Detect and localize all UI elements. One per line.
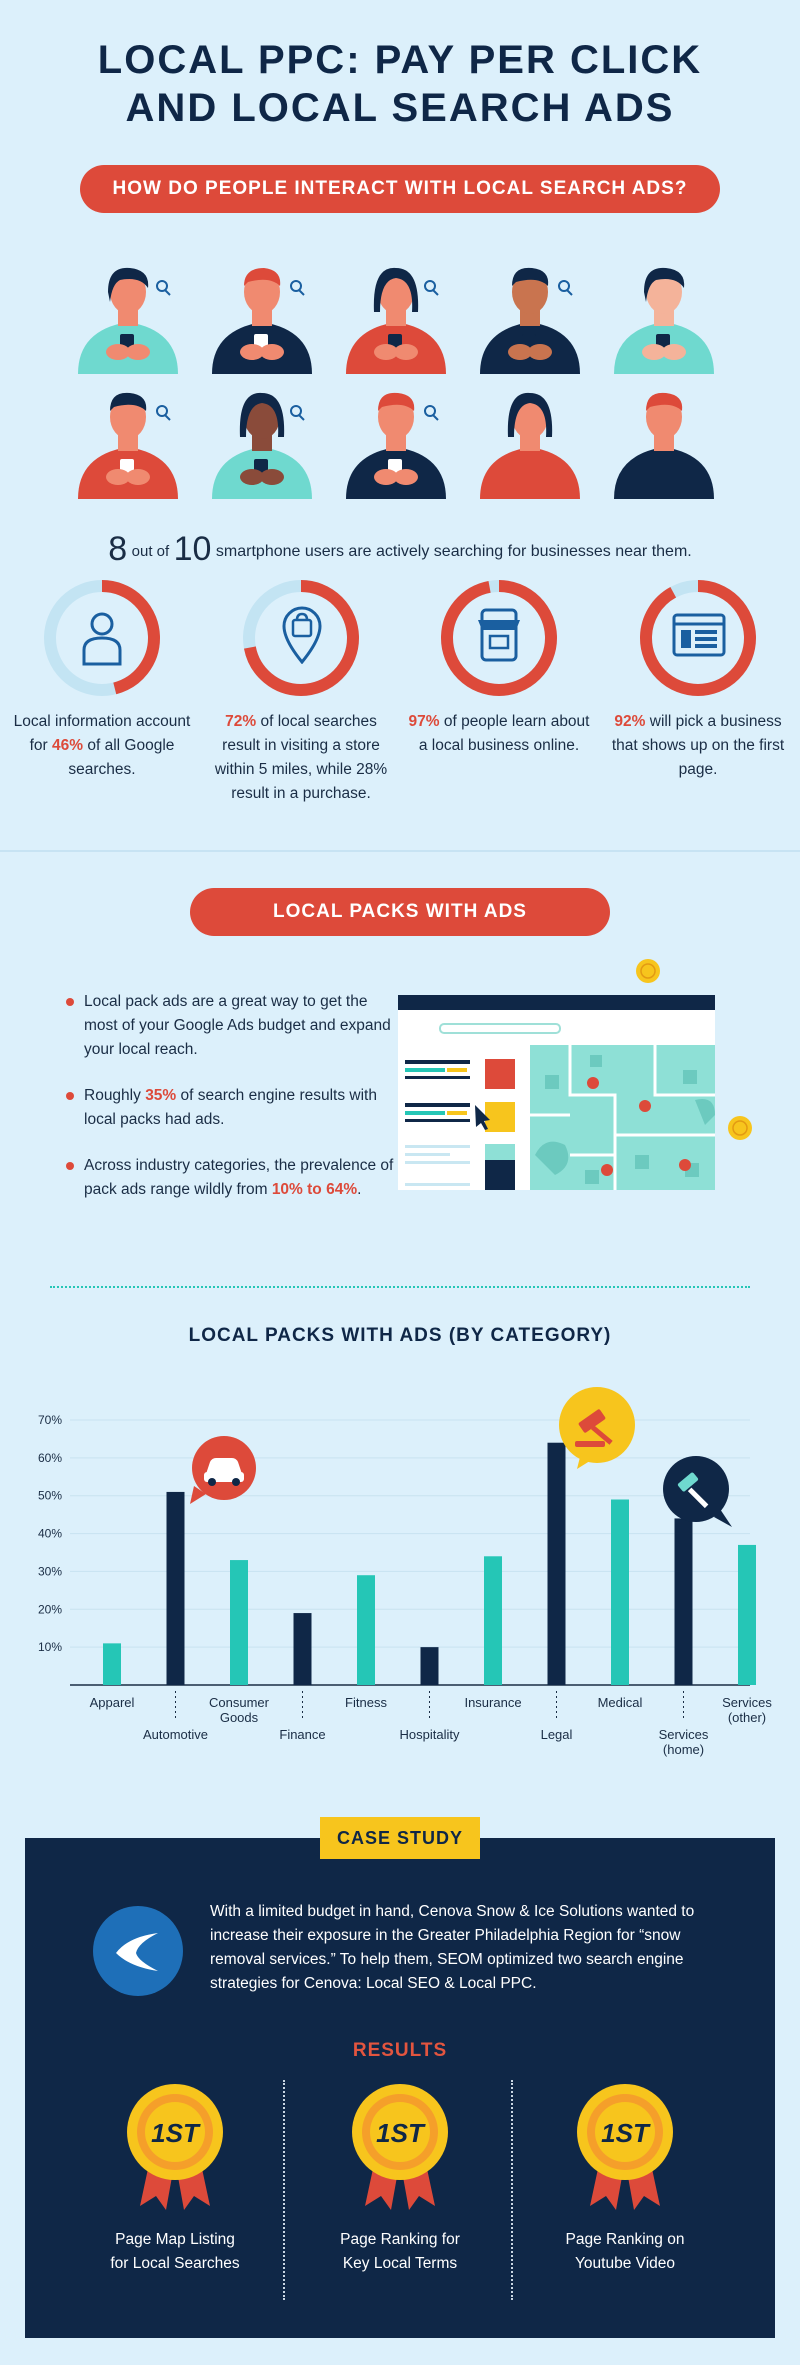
page-title: LOCAL PPC: PAY PER CLICK AND LOCAL SEARC…	[0, 36, 800, 132]
packs-heading: LOCAL PACKS WITH ADS	[190, 888, 610, 936]
user-icon	[82, 612, 122, 666]
bar	[674, 1518, 693, 1685]
results-divider	[283, 2080, 285, 2300]
result-label-2: Page Ranking for Key Local Terms	[340, 2231, 460, 2272]
category-label: Fitness	[345, 1695, 387, 1710]
title-line-1: LOCAL PPC: PAY PER CLICK	[97, 38, 703, 82]
car-icon	[190, 1436, 256, 1504]
person-icon	[614, 392, 714, 499]
coin-icon	[636, 959, 660, 983]
person-icon	[346, 392, 446, 499]
donut-value-arc	[243, 580, 359, 696]
bullet-item: Roughly 35% of search engine results wit…	[64, 1084, 394, 1132]
people-icons	[78, 267, 714, 499]
stat-text-2: 72% of local searches result in visiting…	[214, 713, 388, 802]
bar	[357, 1575, 375, 1685]
mobile-store-icon	[478, 608, 520, 662]
stat-text-3: 97% of people learn about a local busine…	[408, 713, 590, 754]
bar	[166, 1491, 185, 1685]
stat-number-8: 8	[108, 530, 128, 568]
bar	[484, 1556, 502, 1685]
browser-window-icon	[672, 613, 726, 657]
person-icon	[78, 267, 178, 374]
category-label: Consumer	[209, 1695, 270, 1710]
category-bar-chart: 10% 20% 30% 40% 50% 60% 70% Apparel Automotive Co…	[38, 1413, 772, 1757]
category-label: (other)	[728, 1710, 766, 1725]
medal-text: 1ST	[601, 2118, 651, 2148]
bar	[611, 1499, 629, 1685]
stat-text: smartphone users are actively searching …	[215, 543, 692, 560]
packs-bullets: Local pack ads are a great way to get th…	[64, 990, 394, 1224]
y-tick-label: 30%	[38, 1564, 62, 1578]
category-label: Services	[659, 1727, 709, 1742]
donut-first-page	[638, 578, 758, 698]
bar	[547, 1442, 566, 1685]
dotted-divider	[50, 1286, 750, 1288]
category-label: Insurance	[464, 1695, 521, 1710]
donut-value-arc	[441, 580, 557, 696]
bullet-item: Local pack ads are a great way to get th…	[64, 990, 394, 1062]
person-icon	[212, 392, 312, 499]
y-tick-label: 70%	[38, 1413, 62, 1427]
donut-local-info	[42, 578, 162, 698]
medal-icon: 1ST	[577, 2084, 673, 2210]
person-icon	[480, 267, 580, 374]
person-icon	[480, 392, 580, 499]
donut-value-arc	[44, 580, 160, 696]
medal-icon: 1ST	[352, 2084, 448, 2210]
smartphone-stat: 8 out of 10 smartphone users are activel…	[0, 530, 800, 569]
result-label-1: Page Map Listing for Local Searches	[110, 2231, 240, 2272]
donut-learn-online	[439, 578, 559, 698]
case-study-tag: CASE STUDY	[320, 1817, 480, 1859]
medal-text: 1ST	[376, 2118, 426, 2148]
y-tick-label: 20%	[38, 1602, 62, 1616]
section-divider	[0, 850, 800, 852]
case-study-text: With a limited budget in hand, Cenova Sn…	[210, 1903, 695, 1992]
bar	[103, 1643, 121, 1685]
gavel-icon	[559, 1387, 635, 1469]
category-label: Services	[722, 1695, 772, 1710]
category-label: Legal	[541, 1727, 573, 1742]
result-label-3: Page Ranking on Youtube Video	[565, 2231, 685, 2272]
location-bag-icon	[282, 606, 322, 664]
person-icon	[78, 392, 178, 499]
bar	[420, 1647, 439, 1685]
question-banner: HOW DO PEOPLE INTERACT WITH LOCAL SEARCH…	[80, 165, 720, 213]
stat-text-1: Local information account for 46% of all…	[13, 713, 191, 778]
bar	[230, 1560, 248, 1685]
donut-store-visits	[241, 578, 361, 698]
bar	[293, 1613, 312, 1685]
y-tick-label: 10%	[38, 1640, 62, 1654]
title-line-2: AND LOCAL SEARCH ADS	[125, 86, 675, 130]
stat-out-of: out of	[131, 543, 170, 560]
person-icon	[346, 267, 446, 374]
local-pack-map-illustration	[398, 959, 752, 1190]
results-divider	[511, 2080, 513, 2300]
cenova-logo	[93, 1906, 183, 1996]
category-label: Medical	[598, 1695, 643, 1710]
category-label: Apparel	[90, 1695, 135, 1710]
y-tick-label: 60%	[38, 1451, 62, 1465]
donut-value-arc	[640, 580, 756, 696]
bullet-item: Across industry categories, the prevalen…	[64, 1154, 394, 1202]
category-label: (home)	[663, 1742, 704, 1757]
category-label: Finance	[279, 1727, 325, 1742]
stat-number-10: 10	[173, 530, 212, 568]
person-icon	[614, 267, 714, 374]
person-icon	[212, 268, 312, 374]
category-label: Automotive	[143, 1727, 208, 1742]
medal-icon: 1ST	[127, 2084, 223, 2210]
results-heading: RESULTS	[352, 2040, 448, 2061]
people-illustration	[70, 262, 730, 502]
y-tick-label: 40%	[38, 1527, 62, 1541]
coin-icon	[728, 1116, 752, 1140]
category-label: Goods	[220, 1710, 259, 1725]
hammer-icon	[663, 1456, 732, 1527]
bar	[738, 1544, 756, 1685]
medal-text: 1ST	[151, 2118, 201, 2148]
stat-text-4: 92% will pick a business that shows up o…	[611, 713, 785, 778]
chart-title: LOCAL PACKS WITH ADS (BY CATEGORY)	[188, 1325, 612, 1346]
category-label: Hospitality	[400, 1727, 460, 1742]
y-tick-label: 50%	[38, 1489, 62, 1503]
